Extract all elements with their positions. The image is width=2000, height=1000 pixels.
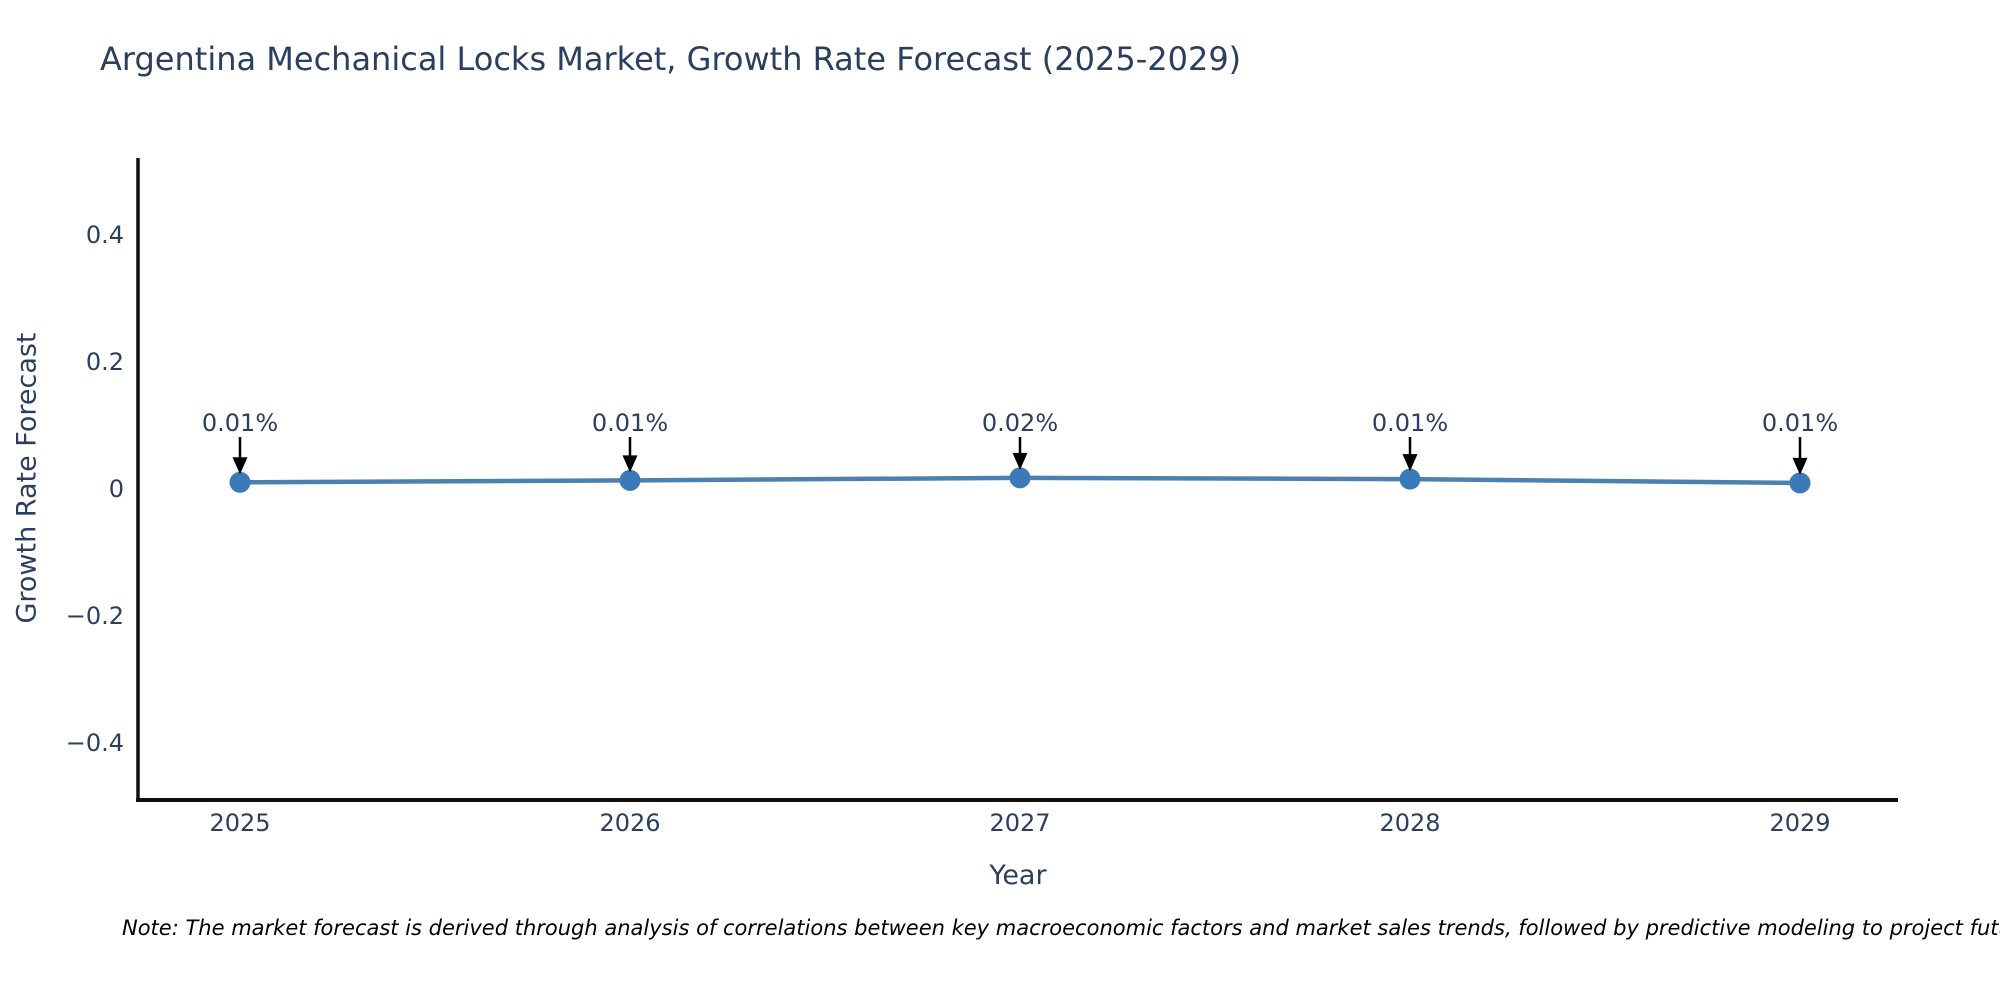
x-axis-title: Year [989,860,1047,891]
chart-note: Note: The market forecast is derived thr… [122,916,2000,940]
data-point [1399,468,1421,490]
x-tick-label: 2025 [209,809,270,837]
y-tick-label: 0.2 [86,348,124,376]
annotation-label: 0.01% [1762,409,1838,437]
x-tick-label: 2028 [1379,809,1440,837]
annotation-arrowhead [1402,454,1418,472]
annotation-label: 0.01% [592,409,668,437]
annotation-arrowhead [232,457,248,475]
data-point [1789,472,1811,494]
y-tick-label: 0.4 [86,221,124,249]
x-tick-label: 2029 [1769,809,1830,837]
data-point [1009,467,1031,489]
x-tick-label: 2027 [989,809,1050,837]
chart-title: Argentina Mechanical Locks Market, Growt… [100,40,1242,78]
y-tick-label: 0 [109,475,124,503]
annotation-label: 0.01% [202,409,278,437]
annotation-label: 0.01% [1372,409,1448,437]
data-point [619,469,641,491]
annotation-label: 0.02% [982,409,1058,437]
y-tick-label: −0.2 [66,602,124,630]
y-tick-label: −0.4 [66,729,124,757]
annotation-arrowhead [1012,452,1028,470]
x-tick-label: 2026 [599,809,660,837]
annotation-arrowhead [1792,457,1808,475]
annotation-arrowhead [622,455,638,473]
data-point [229,471,251,493]
